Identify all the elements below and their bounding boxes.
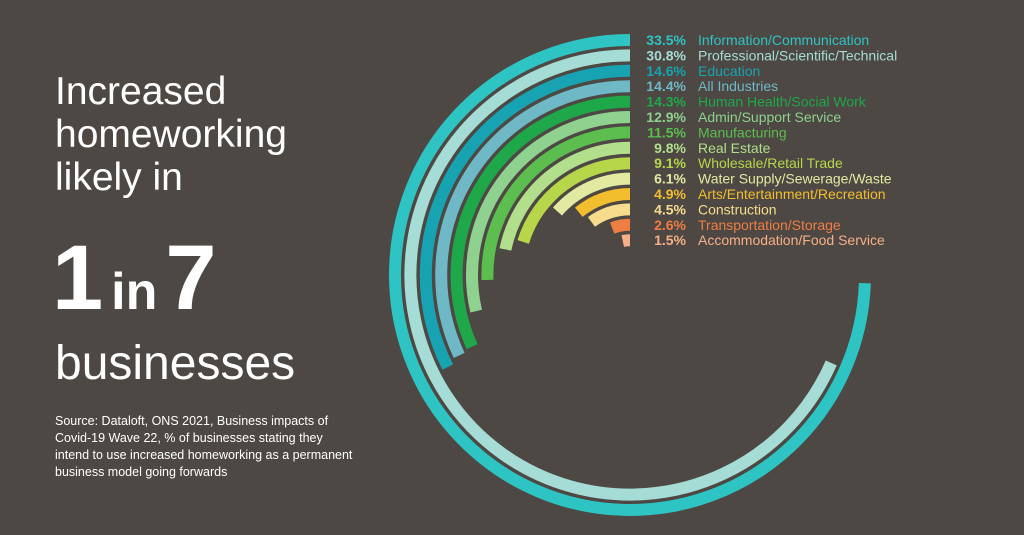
ratio-numerator: 1	[52, 227, 104, 329]
headline: Increased homeworking likely in	[55, 70, 385, 199]
value-label: 11.5%	[647, 124, 686, 140]
category-label: Manufacturing	[698, 124, 787, 140]
value-label: 30.8%	[646, 47, 686, 63]
category-label: Accommodation/Food Service	[698, 232, 885, 248]
ratio-headline: 1 in7	[52, 226, 217, 331]
category-label: Transportation/Storage	[698, 217, 841, 233]
value-label: 2.6%	[654, 217, 686, 233]
arc-bar-transportation-storage	[610, 218, 631, 234]
value-label: 1.5%	[654, 232, 686, 248]
arc-bar-admin-support-service	[466, 111, 631, 313]
value-label: 4.5%	[654, 201, 686, 217]
arc-bar-water-supply-sewerage-waste	[552, 172, 631, 216]
arc-bar-professional-scientific-technical	[404, 49, 837, 501]
headline-line-1: Increased	[55, 70, 227, 113]
ratio-denominator: 7	[165, 227, 217, 329]
category-label: All Industries	[698, 78, 778, 94]
category-label: Wholesale/Retail Trade	[698, 155, 843, 171]
category-label: Education	[698, 63, 760, 79]
arc-bar-information-communication	[389, 34, 871, 516]
category-label: Real Estate	[698, 140, 771, 156]
arc-bar-real-estate	[499, 141, 631, 251]
category-label: Water Supply/Sewerage/Waste	[698, 171, 892, 187]
arc-bar-construction	[587, 203, 631, 227]
value-label: 14.6%	[646, 63, 686, 79]
category-label: Construction	[698, 201, 777, 217]
arc-bar-wholesale-retail-trade	[517, 157, 631, 244]
value-label: 14.4%	[646, 78, 686, 94]
headline-line-3: likely in	[55, 156, 183, 199]
headline-businesses: businesses	[55, 337, 296, 390]
source-note: Source: Dataloft, ONS 2021, Business imp…	[55, 414, 353, 479]
ratio-in: in	[111, 263, 158, 321]
arc-bar-manufacturing	[481, 126, 631, 281]
value-label: 14.3%	[646, 94, 686, 110]
category-label: Arts/Entertainment/Recreation	[698, 186, 886, 202]
headline-line-2: homeworking	[55, 113, 287, 156]
category-label: Professional/Scientific/Technical	[698, 47, 897, 63]
category-label: Information/Communication	[698, 32, 869, 48]
arc-bar-education	[419, 64, 631, 370]
category-label: Admin/Support Service	[698, 109, 841, 125]
category-label: Human Health/Social Work	[698, 94, 867, 110]
value-label: 6.1%	[654, 171, 686, 187]
arc-bar-all-industries	[435, 80, 631, 358]
value-label: 9.8%	[654, 140, 686, 156]
arc-bar-accommodation-food-service	[621, 234, 631, 247]
arc-bar-arts-entertainment-recreation	[575, 188, 631, 218]
value-label: 9.1%	[654, 155, 686, 171]
value-label: 12.9%	[646, 109, 686, 125]
value-label: 33.5%	[646, 32, 686, 48]
arc-bar-human-health-social-work	[450, 95, 631, 350]
value-label: 4.9%	[654, 186, 686, 202]
